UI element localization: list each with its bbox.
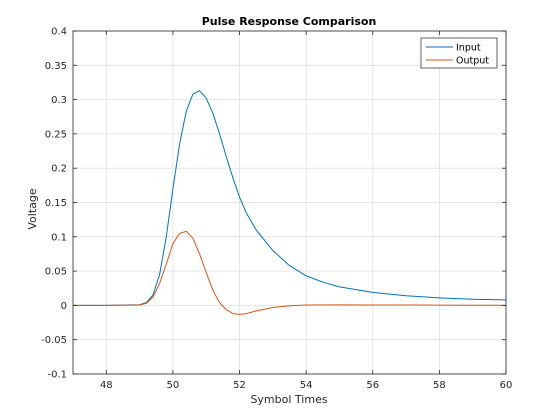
y-tick-label: 0.35 xyxy=(45,61,67,72)
x-tick-label: 56 xyxy=(366,380,379,391)
y-tick-label: 0.25 xyxy=(45,129,67,140)
y-tick-label: 0.3 xyxy=(51,95,67,106)
legend-label: Output xyxy=(456,56,489,67)
chart-title: Pulse Response Comparison xyxy=(202,15,377,28)
series-line-input xyxy=(73,90,507,306)
legend-label: Input xyxy=(456,43,481,54)
series-line-output xyxy=(73,230,507,315)
x-tick-label: 58 xyxy=(433,380,446,391)
y-tick-label: -0.05 xyxy=(41,335,67,346)
y-tick-label: 0.2 xyxy=(51,164,67,175)
y-tick-label: 0.05 xyxy=(45,267,67,278)
x-tick-label: 48 xyxy=(100,380,113,391)
y-tick-label: 0 xyxy=(61,301,67,312)
x-tick-label: 50 xyxy=(167,380,180,391)
x-axis-label: Symbol Times xyxy=(250,393,327,406)
x-tick-label: 54 xyxy=(300,380,313,391)
x-tick-label: 52 xyxy=(233,380,246,391)
series-layer xyxy=(73,90,507,315)
y-axis-label: Voltage xyxy=(26,188,39,229)
legend-box xyxy=(420,37,498,69)
legend: Input Output xyxy=(420,37,498,69)
axis-ticks: 48 50 52 54 56 58 60 -0.1 -0.05 0 0.05 0.1 0.15 0.2 0.… xyxy=(41,27,512,392)
y-tick-label: 0.4 xyxy=(51,27,67,38)
x-tick-label: 60 xyxy=(500,380,513,391)
y-tick-label: -0.1 xyxy=(47,370,67,381)
y-tick-label: 0.15 xyxy=(45,198,67,209)
y-tick-label: 0.1 xyxy=(51,232,67,243)
